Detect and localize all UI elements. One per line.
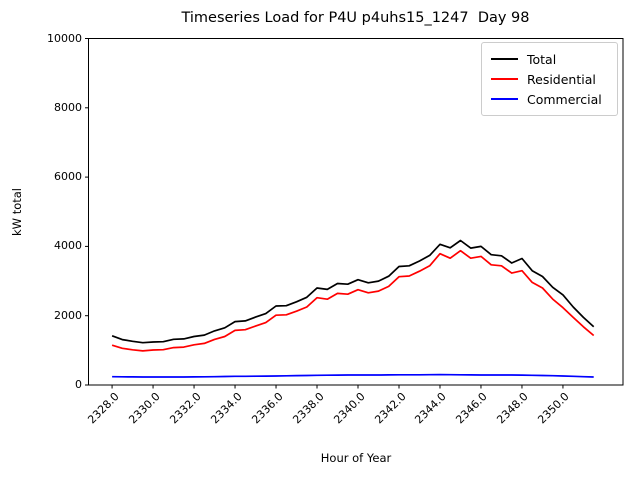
legend-entry-commercial: Commercial xyxy=(491,89,609,109)
legend: Total Residential Commercial xyxy=(481,42,618,116)
x-axis-label: Hour of Year xyxy=(320,451,392,465)
commercial-line-swatch xyxy=(491,98,518,100)
total-line-swatch xyxy=(491,58,518,60)
residential-line-swatch xyxy=(491,78,518,80)
y-tick-label: 10000 xyxy=(47,31,82,45)
legend-label-commercial: Commercial xyxy=(527,91,602,107)
y-tick-label: 8000 xyxy=(54,100,82,114)
series-line-commercial xyxy=(112,373,594,378)
y-tick-label: 6000 xyxy=(54,170,82,184)
legend-entry-residential: Residential xyxy=(491,69,609,89)
y-tick-label: 0 xyxy=(75,378,82,391)
series-line-residential xyxy=(111,249,595,352)
y-tick-label: 2000 xyxy=(54,308,82,322)
series-line-total xyxy=(111,239,595,344)
y-tick-label: 4000 xyxy=(54,239,82,253)
y-axis-label: kW total xyxy=(10,188,24,236)
legend-label-residential: Residential xyxy=(527,71,596,87)
legend-label-total: Total xyxy=(527,51,557,67)
axes-frame xyxy=(88,38,624,386)
chart-title: Timeseries Load for P4U p4uhs15_1247 Day… xyxy=(181,10,530,26)
legend-entry-total: Total xyxy=(491,49,609,69)
